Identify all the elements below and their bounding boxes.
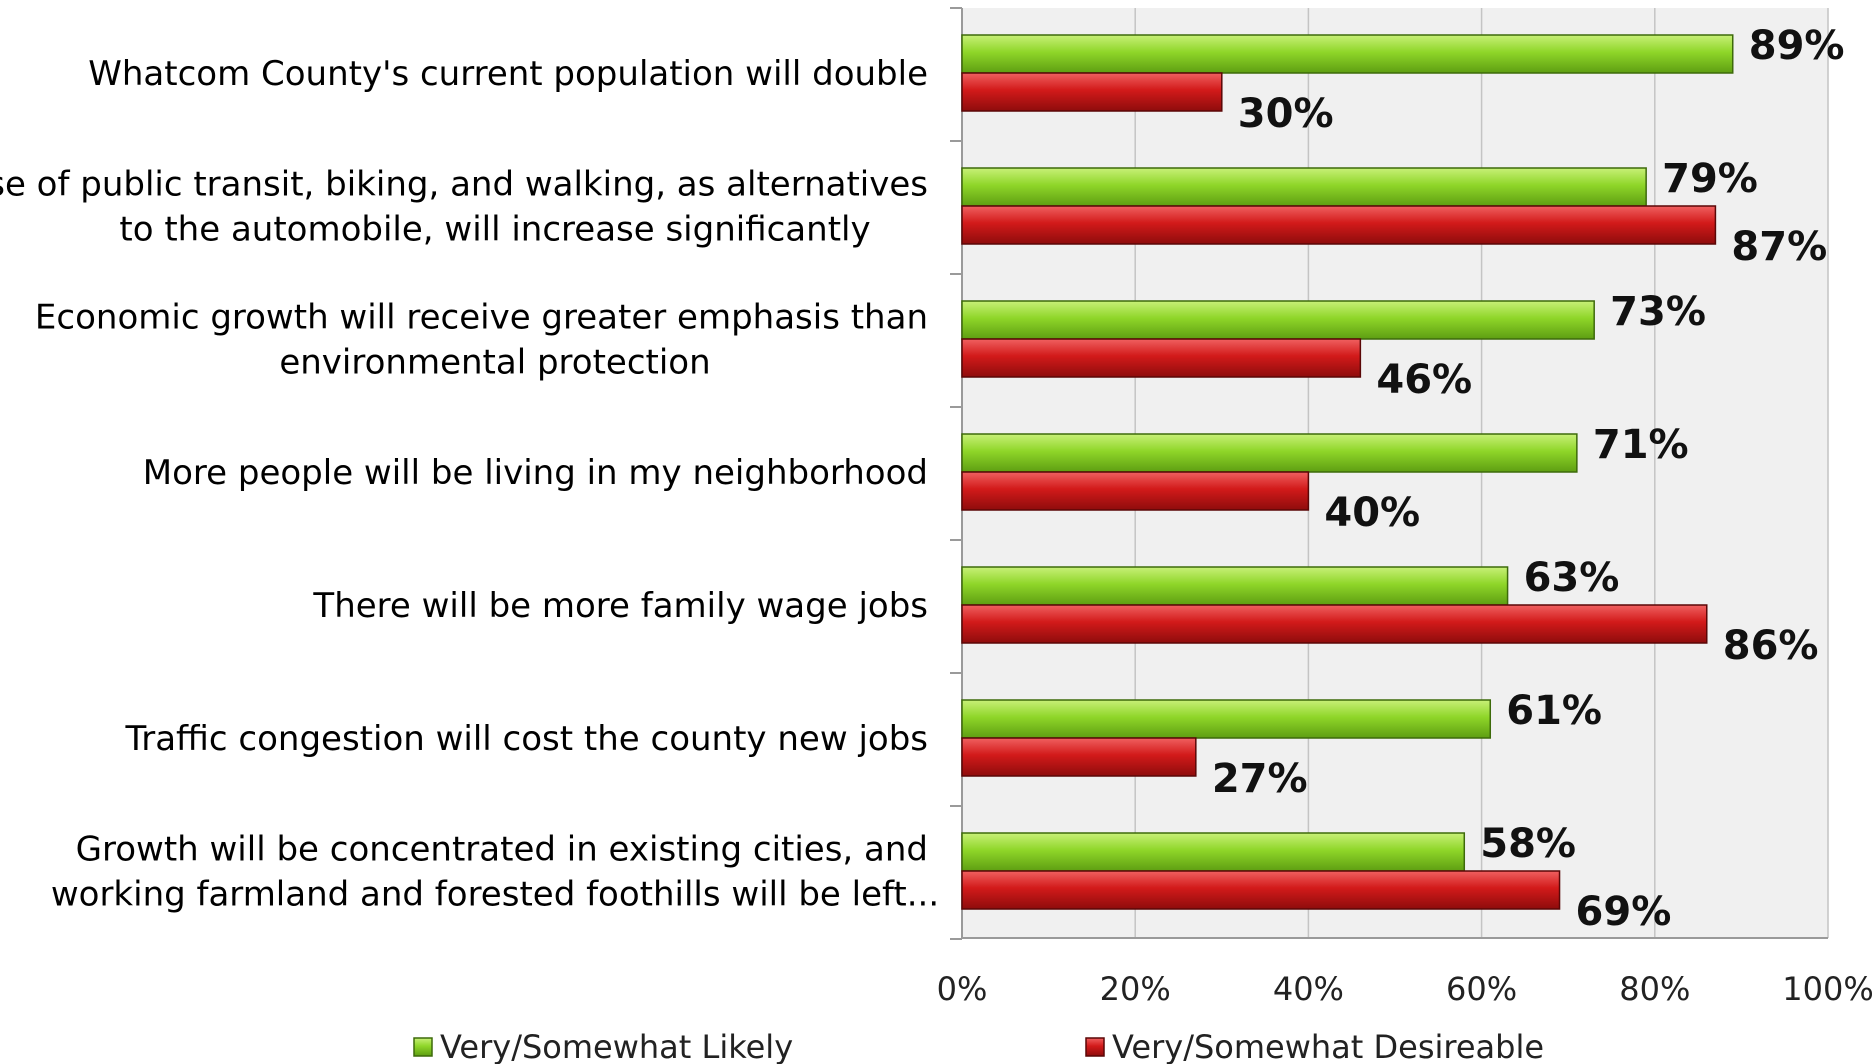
category-label: There will be more family wage jobs: [312, 586, 928, 626]
data-label: 46%: [1376, 357, 1472, 403]
category-label: to the automobile, will increase signifi…: [119, 210, 870, 250]
bar: [961, 72, 1223, 112]
bar: [961, 737, 1197, 777]
bar: [961, 870, 1561, 910]
data-labels: 89% 30% 79% 87% 73% 46% 71% 40% 63% 86% 61% 27% 58%6…: [1212, 23, 1845, 935]
x-tick-label: 0%: [937, 970, 988, 1008]
data-label: 63%: [1524, 555, 1620, 601]
data-label: 86%: [1723, 623, 1819, 669]
bar: [961, 471, 1310, 511]
data-label: 30%: [1238, 91, 1334, 137]
category-label: environmental protection: [279, 343, 710, 383]
category-label: More people will be living in my neighbo…: [143, 453, 928, 493]
data-label: 87%: [1731, 224, 1827, 270]
bar: [961, 566, 1509, 606]
data-label: 58%: [1480, 821, 1576, 867]
bar: [961, 205, 1717, 245]
bar: [961, 433, 1578, 473]
x-tick-label: 100%: [1782, 970, 1873, 1008]
legend: Very/Somewhat Likely Very/Somewhat Desire…: [413, 1028, 1544, 1064]
bar: [961, 604, 1708, 644]
bars: [961, 34, 1734, 910]
category-label: Use of public transit, biking, and walki…: [0, 165, 928, 205]
category-label: working farmland and forested foothills …: [51, 875, 939, 915]
bar: [961, 167, 1647, 207]
category-labels: Whatcom County's current population will…: [0, 54, 939, 915]
legend-swatch: [1085, 1037, 1105, 1057]
data-label: 89%: [1749, 23, 1845, 69]
x-tick-label: 80%: [1619, 970, 1690, 1008]
data-label: 69%: [1576, 889, 1672, 935]
category-label: Economic growth will receive greater emp…: [35, 298, 928, 338]
bar: [961, 338, 1362, 378]
legend-entry: Very/Somewhat Desireable: [1112, 1028, 1544, 1064]
x-axis-ticks: 0% 20% 40% 60% 80% 100%: [937, 970, 1874, 1008]
x-tick-label: 20%: [1100, 970, 1171, 1008]
category-label: Growth will be concentrated in existing …: [76, 830, 928, 870]
legend-entry: Very/Somewhat Likely: [440, 1028, 793, 1064]
bar: [961, 34, 1734, 74]
bar: [961, 300, 1595, 340]
data-label: 73%: [1610, 289, 1706, 335]
x-tick-label: 60%: [1446, 970, 1517, 1008]
data-label: 71%: [1593, 422, 1689, 468]
category-label: Traffic congestion will cost the county …: [124, 719, 928, 759]
category-label: Whatcom County's current population will…: [88, 54, 928, 94]
data-label: 79%: [1662, 156, 1758, 202]
data-label: 40%: [1324, 490, 1420, 536]
legend-swatch: [413, 1037, 433, 1057]
x-tick-label: 40%: [1273, 970, 1344, 1008]
bar: [961, 699, 1492, 739]
data-label: 27%: [1212, 756, 1308, 802]
data-label: 61%: [1506, 688, 1602, 734]
bar: [961, 832, 1466, 872]
